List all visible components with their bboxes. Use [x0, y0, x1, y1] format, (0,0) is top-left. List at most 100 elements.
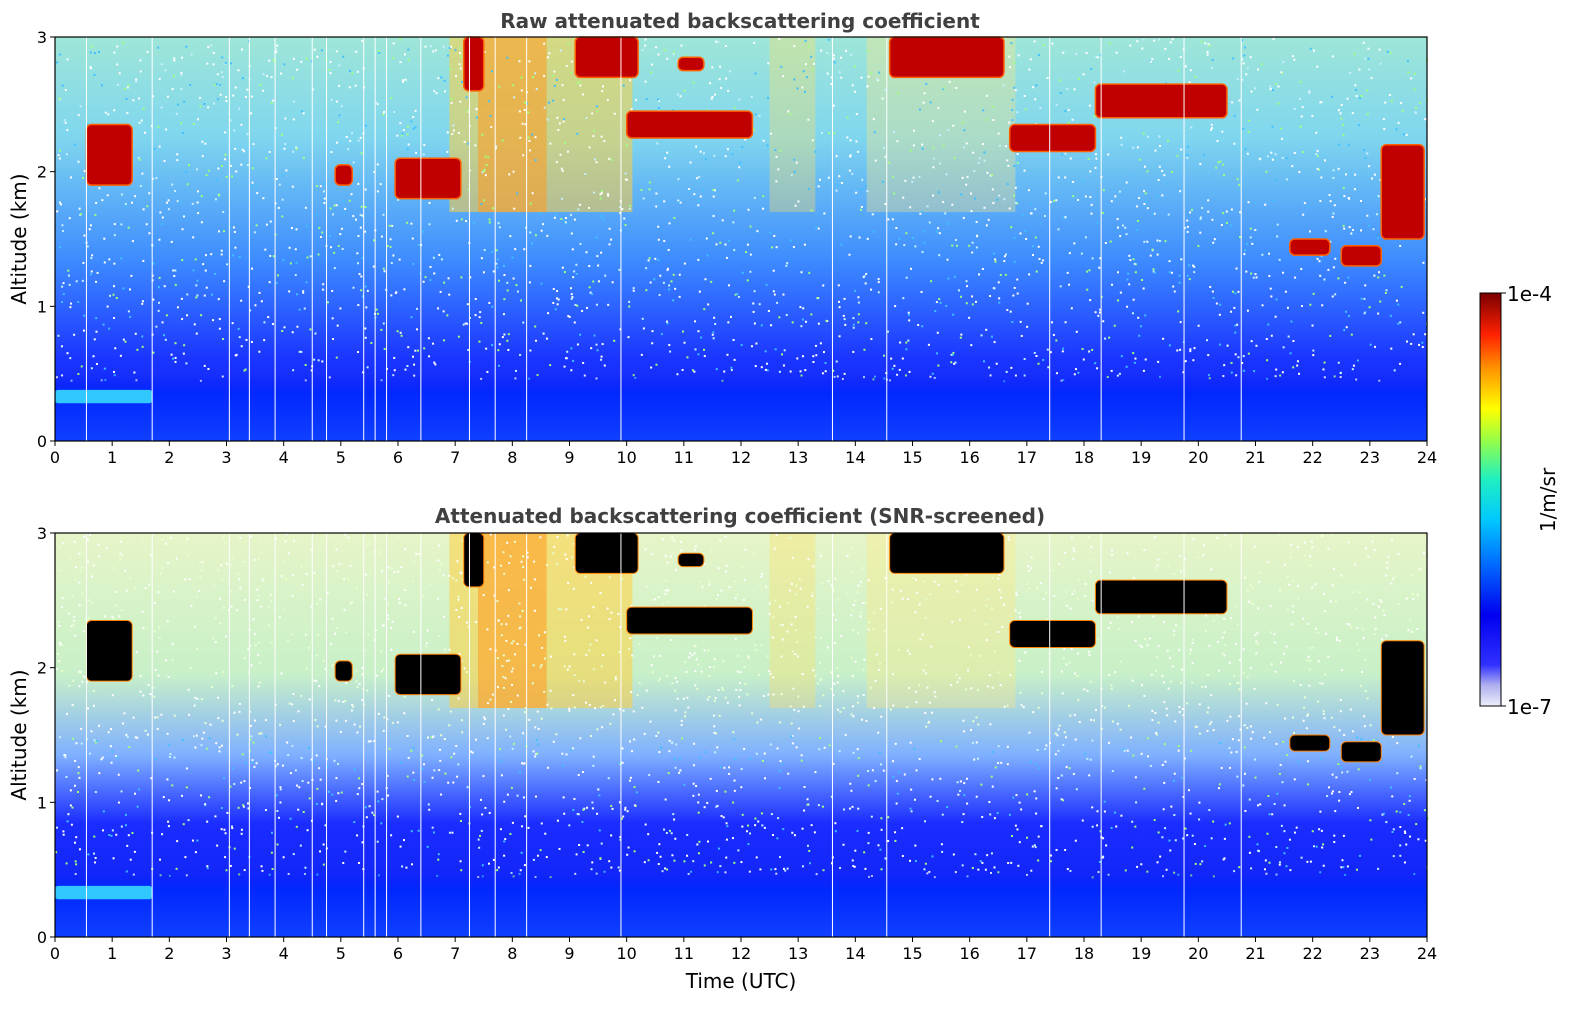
x-tick-label: 14	[845, 448, 865, 467]
high-signal-region	[478, 37, 547, 213]
cloud-layer	[334, 164, 354, 186]
x-tick-label: 20	[1188, 944, 1208, 963]
cloud-layer	[1009, 620, 1096, 648]
x-tick-label: 24	[1417, 944, 1437, 963]
cloud-layer	[677, 552, 705, 568]
colorbar: 1e-4 1e-7 1/m/sr	[1479, 282, 1560, 719]
x-tick-label: 13	[788, 448, 808, 467]
y-ticks: 0 1 2 3	[37, 524, 55, 947]
x-tick-label: 11	[674, 448, 694, 467]
high-signal-region	[769, 533, 816, 709]
aerosol-layer	[55, 389, 153, 404]
x-tick-label: 24	[1417, 448, 1437, 467]
y-tick-label: 1	[37, 297, 47, 316]
x-tick-label: 20	[1188, 448, 1208, 467]
x-tick-label: 9	[564, 448, 574, 467]
x-tick-label: 3	[221, 448, 231, 467]
x-tick-label: 19	[1131, 944, 1151, 963]
colorbar-min-label: 1e-7	[1507, 695, 1552, 719]
cloud-layer	[888, 36, 1005, 79]
x-tick-label: 19	[1131, 448, 1151, 467]
cloud-layer	[1380, 640, 1425, 736]
y-tick-label: 3	[37, 524, 47, 543]
x-tick-label: 18	[1074, 448, 1094, 467]
panel-screened: Attenuated backscattering coefficient (S…	[7, 504, 1437, 993]
y-tick-label: 3	[37, 28, 47, 47]
x-ticks: 0 1 2 3 4 5 6 7 8 9 10 11 12 13 14 15 16 17 18 19 20 21 22 23 24	[50, 937, 1437, 963]
x-axis-label: Time (UTC)	[685, 969, 797, 993]
cloud-layer	[1340, 244, 1383, 267]
x-tick-label: 8	[507, 944, 517, 963]
cloud-layer	[85, 620, 133, 682]
x-tick-label: 9	[564, 944, 574, 963]
high-signal-region	[769, 37, 816, 213]
x-tick-label: 12	[731, 448, 751, 467]
cloud-layer	[394, 157, 462, 200]
panel-title: Raw attenuated backscattering coefficien…	[500, 9, 980, 33]
y-ticks: 0 1 2 3	[37, 28, 55, 451]
x-tick-label: 18	[1074, 944, 1094, 963]
x-tick-label: 7	[450, 448, 460, 467]
cloud-layer	[1289, 238, 1331, 256]
x-tick-label: 5	[336, 944, 346, 963]
high-signal-region	[478, 533, 547, 709]
y-tick-label: 2	[37, 163, 47, 182]
cloud-layer	[574, 36, 639, 79]
cloud-layer	[625, 110, 754, 139]
colorbar-gradient	[1479, 292, 1502, 707]
x-tick-label: 3	[221, 944, 231, 963]
cloud-layer	[394, 653, 462, 696]
x-tick-label: 11	[674, 944, 694, 963]
cloud-layer	[1094, 83, 1228, 119]
x-tick-label: 4	[279, 944, 289, 963]
cloud-layer	[1340, 741, 1382, 763]
y-tick-label: 1	[37, 793, 47, 812]
x-ticks: 0 1 2 3 4 5 6 7 8 9 10 11 12 13 14 15 16 17 18 19 20 21 22 23 24	[50, 441, 1437, 467]
x-tick-label: 16	[959, 448, 979, 467]
x-tick-label: 16	[959, 944, 979, 963]
x-tick-label: 2	[164, 448, 174, 467]
cloud-layer	[334, 660, 353, 682]
y-axis-label: Altitude (km)	[7, 173, 31, 304]
x-tick-label: 23	[1360, 944, 1380, 963]
x-tick-label: 7	[450, 944, 460, 963]
x-tick-label: 15	[902, 448, 922, 467]
aerosol-layer	[55, 885, 153, 900]
x-tick-label: 5	[336, 448, 346, 467]
x-tick-label: 0	[50, 944, 60, 963]
x-tick-label: 22	[1302, 944, 1322, 963]
x-tick-label: 1	[107, 944, 117, 963]
x-tick-label: 21	[1245, 944, 1265, 963]
heatmap-area	[55, 36, 1429, 441]
colorbar-max-label: 1e-4	[1507, 282, 1552, 306]
x-tick-label: 4	[279, 448, 289, 467]
x-tick-label: 17	[1017, 448, 1037, 467]
x-tick-label: 14	[845, 944, 865, 963]
y-tick-label: 0	[37, 432, 47, 451]
heatmap-area	[55, 532, 1429, 937]
boundary-layer	[55, 869, 1427, 937]
y-tick-label: 0	[37, 928, 47, 947]
cloud-layer	[463, 532, 485, 588]
data-gap-lines	[85, 37, 1242, 441]
x-tick-label: 22	[1302, 448, 1322, 467]
cloud-layer	[1380, 143, 1425, 240]
x-tick-label: 15	[902, 944, 922, 963]
x-tick-label: 13	[788, 944, 808, 963]
cloud-layer	[462, 36, 485, 92]
cloud-layer	[85, 123, 133, 186]
x-tick-label: 21	[1245, 448, 1265, 467]
cloud-layer	[574, 532, 639, 574]
cloud-layer	[1289, 734, 1331, 752]
x-tick-label: 1	[107, 448, 117, 467]
x-tick-label: 6	[393, 448, 403, 467]
y-axis-label: Altitude (km)	[7, 669, 31, 800]
x-tick-label: 23	[1360, 448, 1380, 467]
x-tick-label: 0	[50, 448, 60, 467]
y-tick-label: 2	[37, 659, 47, 678]
data-gap-lines	[85, 533, 1242, 937]
x-tick-label: 12	[731, 944, 751, 963]
panel-title: Attenuated backscattering coefficient (S…	[435, 504, 1045, 528]
x-tick-label: 6	[393, 944, 403, 963]
